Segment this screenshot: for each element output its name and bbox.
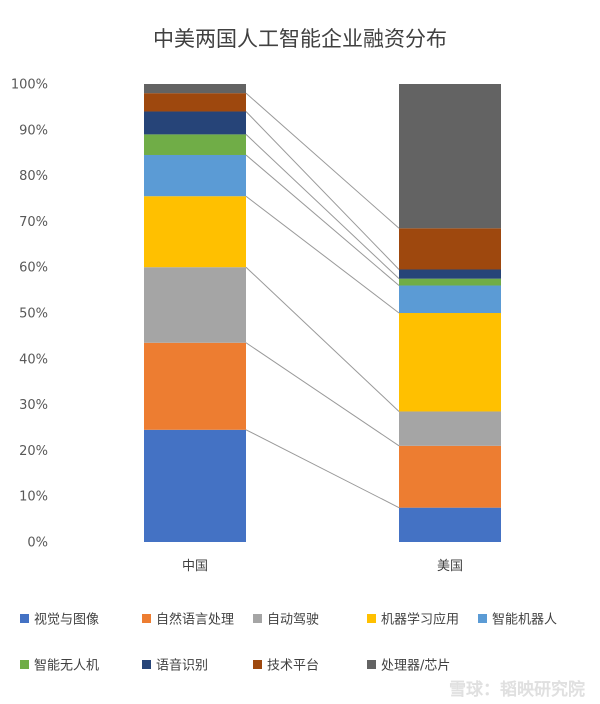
x-axis: 中国 美国 <box>182 559 463 574</box>
connector-line <box>245 92 400 229</box>
connector-line <box>245 266 400 412</box>
legend-label: 自然语言处理 <box>156 612 234 628</box>
bar-segment-5 <box>399 285 501 313</box>
bar-segment-1 <box>399 507 501 542</box>
legend-swatch <box>20 614 29 623</box>
y-tick-label: 50% <box>19 307 48 322</box>
bar-segment-3 <box>144 267 246 343</box>
bar-segment-8 <box>144 93 246 112</box>
y-tick-label: 70% <box>19 215 48 230</box>
category-label: 美国 <box>437 559 463 574</box>
bar-segment-1 <box>144 429 246 542</box>
legend-swatch <box>253 660 262 669</box>
connector-line <box>245 154 400 286</box>
bar-segment-7 <box>144 111 246 135</box>
bar-segment-2 <box>399 445 501 508</box>
bar-segment-7 <box>399 269 501 279</box>
legend-swatch <box>20 660 29 669</box>
y-tick-label: 40% <box>19 352 48 367</box>
y-tick-label: 100% <box>11 78 48 93</box>
legend-label: 机器学习应用 <box>381 612 459 628</box>
y-axis: 0% 10% 20% 30% 40% 50% 60% 70% 80% 90% 100% <box>11 78 48 551</box>
bar-segment-9 <box>399 84 501 229</box>
bar-segment-3 <box>399 411 501 446</box>
legend-swatch <box>367 614 376 623</box>
legend-label: 语音识别 <box>156 658 208 674</box>
chart-title: 中美两国人工智能企业融资分布 <box>153 27 447 51</box>
legend-label: 智能无人机 <box>34 659 99 674</box>
legend-swatch <box>367 660 376 669</box>
connector-line <box>245 134 400 280</box>
legend-label: 智能机器人 <box>492 613 557 628</box>
legend-label: 视觉与图像 <box>34 613 99 628</box>
legend-label: 技术平台 <box>267 659 319 674</box>
y-tick-label: 0% <box>27 536 48 551</box>
y-tick-label: 80% <box>19 169 48 184</box>
bar-segment-8 <box>399 228 501 270</box>
connector-lines <box>245 92 400 509</box>
legend-swatch <box>478 614 487 623</box>
connector-line <box>245 111 400 270</box>
watermark: 雪球：韬映研究院 <box>449 679 585 700</box>
y-tick-label: 90% <box>19 123 48 138</box>
legend-swatch <box>142 614 151 623</box>
bar-segment-5 <box>144 154 246 197</box>
bar-segment-2 <box>144 342 246 430</box>
bar-segment-9 <box>144 84 246 94</box>
connector-line <box>245 342 400 447</box>
bar-segment-6 <box>144 134 246 155</box>
legend-label: 自动驾驶 <box>267 613 319 628</box>
connector-line <box>245 429 400 509</box>
y-tick-label: 60% <box>19 261 48 276</box>
y-tick-label: 10% <box>19 490 48 505</box>
legend-swatch <box>253 614 262 623</box>
y-tick-label: 20% <box>19 444 48 459</box>
category-label: 中国 <box>182 559 208 574</box>
bar-segment-6 <box>399 278 501 286</box>
y-tick-label: 30% <box>19 398 48 413</box>
bar-segment-4 <box>399 313 501 412</box>
legend-swatch <box>142 660 151 669</box>
connector-line <box>245 195 400 314</box>
legend-label: 处理器/芯片 <box>381 659 450 674</box>
bars <box>144 84 501 542</box>
bar-segment-4 <box>144 196 246 268</box>
